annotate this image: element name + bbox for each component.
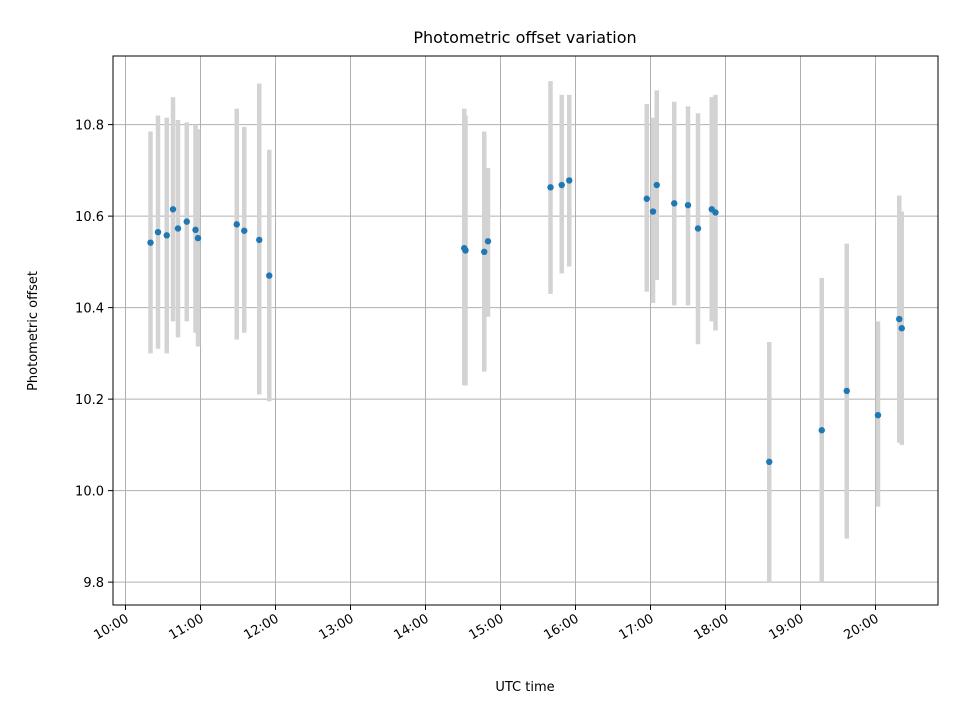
data-point bbox=[481, 248, 488, 256]
chart-title: Photometric offset variation bbox=[413, 28, 636, 47]
data-point bbox=[643, 195, 650, 202]
data-point bbox=[462, 247, 469, 254]
y-axis-label: Photometric offset bbox=[26, 271, 41, 391]
data-point bbox=[547, 184, 554, 191]
y-tick-label: 10.6 bbox=[75, 210, 104, 225]
grid bbox=[113, 56, 938, 605]
y-axis: 9.8 10.0 10.2 10.4 10.6 10.8 bbox=[75, 119, 113, 591]
y-tick-label: 10.0 bbox=[75, 485, 104, 500]
data-point bbox=[896, 315, 903, 323]
data-points bbox=[147, 177, 905, 466]
data-point bbox=[712, 209, 719, 216]
data-point bbox=[684, 201, 692, 209]
data-point bbox=[266, 272, 273, 279]
data-point bbox=[484, 238, 492, 245]
data-point bbox=[694, 225, 702, 232]
data-point bbox=[183, 218, 190, 225]
y-tick-label: 9.8 bbox=[83, 576, 104, 591]
data-point bbox=[169, 206, 177, 213]
data-point bbox=[558, 181, 565, 189]
data-point bbox=[671, 200, 678, 207]
data-point bbox=[163, 232, 170, 239]
data-point bbox=[256, 236, 263, 244]
data-point bbox=[194, 234, 202, 242]
data-point bbox=[233, 221, 240, 228]
y-tick-label: 10.4 bbox=[75, 302, 104, 317]
data-point bbox=[653, 181, 660, 189]
data-point bbox=[766, 458, 773, 466]
data-point bbox=[874, 411, 882, 419]
x-axis-label: UTC time bbox=[495, 680, 554, 695]
y-tick-label: 10.8 bbox=[75, 119, 104, 134]
data-point bbox=[241, 227, 248, 234]
data-point bbox=[147, 239, 154, 246]
data-point bbox=[192, 226, 199, 234]
data-point bbox=[898, 325, 905, 332]
y-tick-label: 10.2 bbox=[75, 393, 104, 408]
data-point bbox=[154, 228, 162, 236]
data-point bbox=[843, 387, 850, 395]
data-point bbox=[566, 177, 573, 184]
plot-frame bbox=[112, 55, 939, 606]
data-point bbox=[174, 225, 182, 232]
data-point bbox=[818, 427, 825, 434]
data-point bbox=[649, 208, 657, 215]
